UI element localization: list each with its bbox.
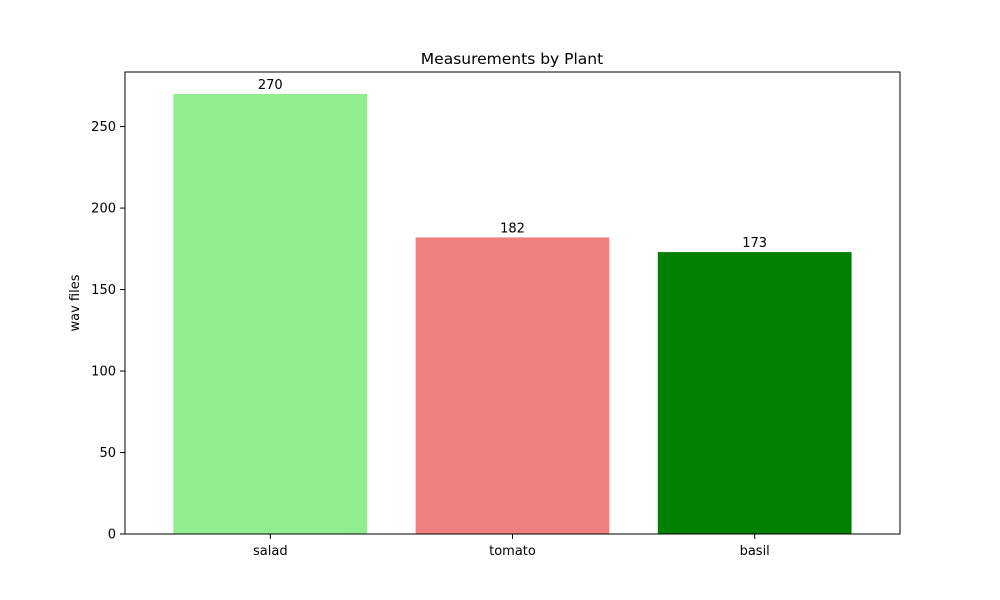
y-tick-label-50: 50 (99, 446, 116, 461)
bar-salad (173, 94, 368, 534)
x-tick-label-tomato: tomato (489, 544, 536, 559)
bar-tomato (415, 237, 610, 534)
x-tick-label-salad: salad (253, 544, 288, 559)
x-tick-label-basil: basil (740, 544, 770, 559)
chart-title: Measurements by Plant (421, 50, 603, 68)
data-label-salad: 270 (258, 78, 283, 93)
y-tick-label-200: 200 (91, 202, 116, 217)
y-tick-label-100: 100 (91, 365, 116, 380)
data-label-basil: 173 (742, 236, 767, 251)
y-tick-label-250: 250 (91, 120, 116, 135)
y-axis-label: wav files (68, 274, 83, 331)
y-tick-label-150: 150 (91, 283, 116, 298)
bar-basil (657, 252, 852, 534)
plot-area: 270 182 173 0 50 100 150 200 250 salad tomato basil (91, 71, 901, 559)
y-tick-label-0: 0 (108, 528, 116, 543)
data-label-tomato: 182 (500, 221, 525, 236)
